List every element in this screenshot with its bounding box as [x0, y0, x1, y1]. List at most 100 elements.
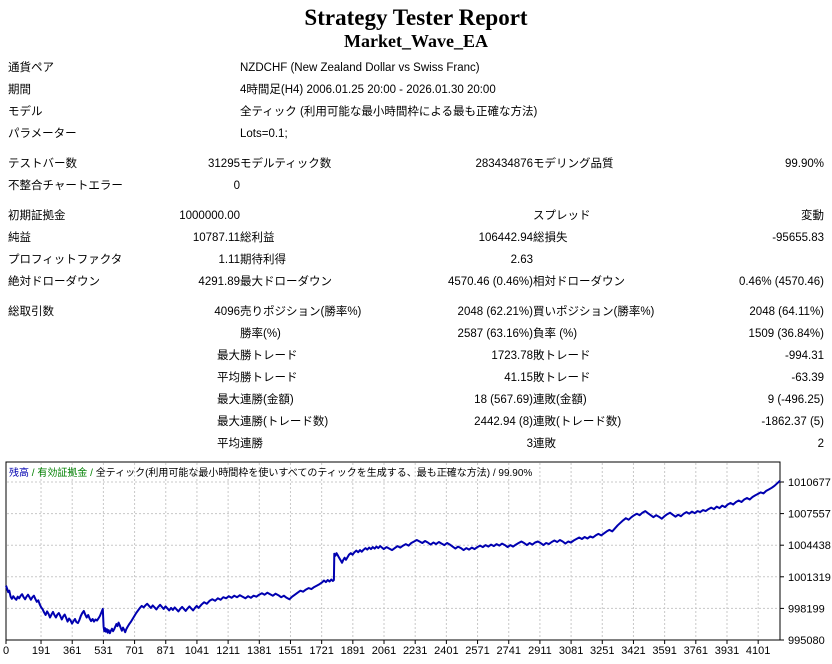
metric-value: 18 (567.69)	[474, 394, 533, 406]
metric-value: 4291.89	[198, 276, 240, 288]
metric-value	[685, 249, 824, 271]
metric-label: 連敗(金額)	[533, 394, 587, 406]
balance-line	[5, 480, 781, 635]
x-tick-label: 3251	[590, 645, 614, 657]
y-tick-label: 998199	[788, 603, 825, 615]
metric-label: 純益	[8, 232, 31, 244]
metric-label	[8, 323, 158, 345]
report-row: 純益 10787.11 総利益 106442.94 総損失 -95655.83	[0, 227, 832, 249]
x-tick-label: 3421	[621, 645, 645, 657]
metric-label: 連敗(トレード数)	[533, 416, 622, 428]
metric-value: 変動	[801, 210, 824, 222]
y-tick-label: 1001319	[788, 572, 831, 584]
metric-label: 期間	[8, 84, 31, 96]
report-row: 最大 連勝(トレード数) 2442.94 (8) 連敗(トレード数) -1862.37 …	[0, 411, 832, 433]
metric-label: 買いポジション(勝率%)	[533, 306, 655, 318]
x-tick-label: 2231	[403, 645, 427, 657]
y-tick-label: 1010677	[788, 477, 831, 489]
metric-value: 2.63	[510, 254, 533, 266]
metric-value: 平均	[217, 372, 240, 384]
metric-label	[8, 367, 158, 389]
metric-value: 99.90%	[784, 158, 824, 170]
metric-label	[8, 411, 158, 433]
metric-label: モデルティック数	[240, 158, 332, 170]
x-tick-label: 1891	[341, 645, 365, 657]
metric-value: 31295	[208, 158, 240, 170]
metric-label	[8, 345, 158, 367]
metric-label: モデル	[8, 106, 43, 118]
x-tick-label: 1551	[278, 645, 302, 657]
metric-label: 通貨ペア	[8, 62, 54, 74]
report-row: 勝率(%) 2587 (63.16%) 負率 (%) 1509 (36.84%)	[0, 323, 832, 345]
x-tick-label: 701	[125, 645, 143, 657]
metric-value: 最大	[217, 350, 240, 362]
metric-value: 最大	[217, 394, 240, 406]
page-title: Strategy Tester Report	[304, 5, 528, 30]
metric-value: 2587 (63.16%)	[457, 328, 533, 340]
y-tick-label: 1007557	[788, 509, 831, 521]
report-row: 通貨ペア NZDCHF (New Zealand Dollar vs Swiss …	[0, 57, 832, 79]
metric-value	[158, 123, 240, 145]
metric-label: 勝トレード	[240, 372, 298, 384]
metric-label: 総取引数	[8, 306, 54, 318]
report-row: 絶対ドローダウン 4291.89 最大ドローダウン 4570.46 (0.46%) 相対…	[0, 271, 832, 293]
metric-label: 連勝(金額)	[240, 394, 294, 406]
metric-value: 10787.11	[192, 232, 240, 244]
metric-value	[685, 175, 824, 197]
x-tick-label: 871	[157, 645, 175, 657]
x-tick-label: 2571	[465, 645, 489, 657]
metric-label: 勝率(%)	[240, 328, 281, 340]
metric-label: 絶対ドローダウン	[8, 276, 100, 288]
x-tick-label: 1211	[216, 645, 240, 657]
x-tick-label: 2741	[496, 645, 520, 657]
x-tick-label: 3591	[652, 645, 676, 657]
report-header: Strategy Tester Report Market_Wave_EA	[0, 5, 832, 52]
x-tick-label: 531	[94, 645, 112, 657]
x-tick-label: 361	[63, 645, 81, 657]
metric-label: スプレッド	[533, 210, 591, 222]
metric-label: 連敗	[533, 438, 556, 450]
x-tick-label: 2911	[528, 645, 552, 657]
report-row: 平均 連勝 3 連敗 2	[0, 433, 832, 455]
metric-value: 2048 (64.11%)	[749, 306, 824, 318]
metric-value: -95655.83	[772, 232, 824, 244]
metric-label: 期待利得	[240, 254, 286, 266]
metric-label: 不整合チャートエラー	[8, 180, 123, 192]
legend-segment-2: 有効証拠金	[37, 468, 88, 479]
metric-value	[158, 101, 240, 123]
x-tick-label: 4101	[746, 645, 770, 657]
metric-label: モデリング品質	[533, 158, 614, 170]
x-tick-label: 191	[32, 645, 50, 657]
metric-value: 106442.94	[478, 232, 533, 244]
metric-value: 1723.78	[491, 350, 533, 362]
chart-legend: 残高 / 有効証拠金 / 全ティック(利用可能な最小時間枠を使いすべてのティック…	[9, 464, 532, 479]
metric-value: 2442.94 (8)	[474, 416, 533, 428]
metric-value-wide: 全ティック (利用可能な最小時間枠による最も正確な方法)	[240, 106, 538, 118]
report-row: モデル 全ティック (利用可能な最小時間枠による最も正確な方法)	[0, 101, 832, 123]
x-tick-label: 1041	[185, 645, 209, 657]
metric-value	[158, 79, 240, 101]
metric-value: -994.31	[784, 350, 824, 362]
x-tick-label: 0	[3, 645, 9, 657]
legend-segment-3: /	[87, 468, 96, 479]
metric-value: 0	[233, 180, 240, 192]
metric-value	[400, 205, 533, 227]
metric-label: 連勝	[240, 438, 263, 450]
metric-label: 勝トレード	[240, 350, 298, 362]
x-tick-label: 1721	[309, 645, 333, 657]
x-tick-label: 3081	[559, 645, 583, 657]
metric-label: パラメーター	[8, 128, 77, 140]
metric-label	[533, 175, 685, 197]
report-row: 最大 勝トレード 1723.78 敗トレード -994.31	[0, 345, 832, 367]
metric-label: 連勝(トレード数)	[240, 416, 329, 428]
x-tick-label: 1381	[247, 645, 271, 657]
metric-value: 1000000.00	[179, 210, 240, 222]
metric-label	[8, 389, 158, 411]
metric-value	[158, 57, 240, 79]
metric-value: 1.11	[218, 254, 240, 266]
metric-label: 敗トレード	[533, 350, 591, 362]
metric-value-wide: 4時間足(H4) 2006.01.25 20:00 - 2026.01.30 2…	[240, 84, 496, 96]
metric-label: 最大ドローダウン	[240, 276, 332, 288]
report-row: 不整合チャートエラー 0	[0, 175, 832, 197]
metric-label	[240, 205, 400, 227]
